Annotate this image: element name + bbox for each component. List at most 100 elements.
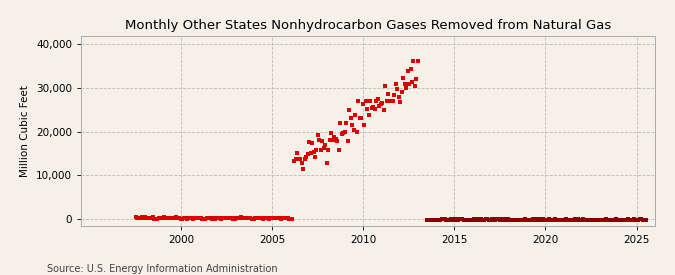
Point xyxy=(183,216,194,220)
Point xyxy=(354,116,365,121)
Point xyxy=(245,216,256,220)
Point xyxy=(582,218,593,223)
Point xyxy=(323,147,334,152)
Point xyxy=(356,116,367,120)
Point xyxy=(319,145,329,150)
Point xyxy=(165,216,176,221)
Point xyxy=(261,216,271,221)
Point xyxy=(549,217,560,221)
Point xyxy=(464,218,475,222)
Point xyxy=(614,217,624,222)
Point xyxy=(398,76,408,81)
Point xyxy=(281,216,292,220)
Point xyxy=(163,216,173,220)
Point xyxy=(511,217,522,222)
Point xyxy=(140,215,151,220)
Point xyxy=(552,218,563,222)
Point xyxy=(620,217,630,222)
Point xyxy=(374,104,385,108)
Point xyxy=(252,215,263,220)
Point xyxy=(390,81,401,86)
Point xyxy=(495,218,506,222)
Point xyxy=(383,92,394,97)
Point xyxy=(558,218,569,222)
Point xyxy=(561,217,572,222)
Point xyxy=(512,218,523,222)
Point xyxy=(636,217,647,221)
Point xyxy=(573,217,584,221)
Point xyxy=(177,217,188,221)
Point xyxy=(219,216,230,221)
Point xyxy=(518,218,529,222)
Point xyxy=(571,218,582,222)
Point xyxy=(631,218,642,222)
Point xyxy=(325,138,335,142)
Point xyxy=(217,216,228,220)
Point xyxy=(548,218,559,222)
Point xyxy=(244,216,254,220)
Point xyxy=(158,215,169,220)
Point xyxy=(178,216,189,220)
Point xyxy=(329,135,340,139)
Point xyxy=(568,218,579,222)
Point xyxy=(476,217,487,222)
Point xyxy=(435,217,446,222)
Point xyxy=(287,216,298,221)
Point xyxy=(192,216,203,220)
Point xyxy=(491,217,502,222)
Point xyxy=(605,218,616,222)
Point xyxy=(587,218,598,222)
Point xyxy=(188,217,198,221)
Point xyxy=(412,59,423,63)
Point xyxy=(423,218,434,222)
Point xyxy=(327,138,338,142)
Point xyxy=(251,216,262,220)
Point xyxy=(320,143,331,147)
Point xyxy=(296,161,307,165)
Point xyxy=(362,107,373,111)
Point xyxy=(597,218,608,222)
Point xyxy=(194,216,205,220)
Point xyxy=(566,218,576,222)
Point xyxy=(445,217,456,221)
Point xyxy=(378,108,389,113)
Point xyxy=(348,128,359,132)
Point xyxy=(567,218,578,222)
Point xyxy=(336,131,347,136)
Point xyxy=(215,216,226,221)
Point xyxy=(308,150,319,155)
Point xyxy=(443,218,454,222)
Point xyxy=(213,215,223,220)
Point xyxy=(225,216,236,221)
Point xyxy=(524,218,535,222)
Point xyxy=(523,218,534,222)
Point xyxy=(364,99,375,103)
Point xyxy=(546,218,557,222)
Point xyxy=(399,82,410,87)
Point xyxy=(167,216,178,221)
Point xyxy=(231,216,242,220)
Point xyxy=(211,216,221,220)
Point xyxy=(389,92,400,97)
Point xyxy=(341,121,352,125)
Point xyxy=(331,137,342,141)
Point xyxy=(273,215,284,220)
Point xyxy=(595,218,605,222)
Point xyxy=(433,218,444,222)
Point xyxy=(396,90,407,94)
Point xyxy=(166,216,177,221)
Point xyxy=(616,218,626,222)
Point xyxy=(242,216,252,221)
Point xyxy=(203,216,214,221)
Point xyxy=(302,152,313,156)
Point xyxy=(340,130,350,134)
Point xyxy=(147,215,158,220)
Point xyxy=(157,215,167,220)
Point xyxy=(176,216,186,221)
Point xyxy=(300,155,311,159)
Point xyxy=(202,216,213,221)
Point xyxy=(208,216,219,220)
Point xyxy=(634,217,645,222)
Point xyxy=(599,218,610,222)
Point xyxy=(475,218,485,222)
